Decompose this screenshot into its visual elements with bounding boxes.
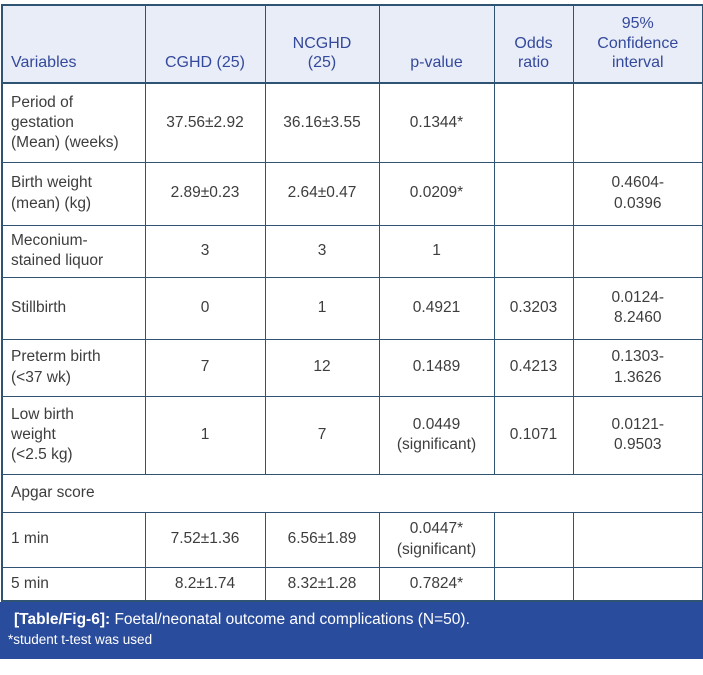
odds-ratio-cell: 0.4213 — [493, 338, 574, 397]
table-row: 1 min 7.52±1.36 6.56±1.89 0.0447* (signi… — [1, 511, 703, 568]
table-caption: [Table/Fig-6]: Foetal/neonatal outcome a… — [0, 610, 693, 629]
pvalue-cell: 0.4921 — [378, 276, 495, 340]
table-row: Meconium- stained liquor 3 3 1 — [1, 224, 703, 278]
confidence-interval-cell — [572, 511, 703, 568]
ncghd-cell: 8.32±1.28 — [264, 566, 380, 602]
table-row: Preterm birth (<37 wk) 7 12 0.1489 0.421… — [1, 338, 703, 397]
cghd-cell: 3 — [144, 224, 266, 278]
variable-cell: 1 min — [1, 511, 146, 568]
table-row: Birth weight (mean) (kg) 2.89±0.23 2.64±… — [1, 161, 703, 226]
pvalue-cell: 0.0209* — [378, 161, 495, 226]
ncghd-cell: 3 — [264, 224, 380, 278]
cghd-cell: 2.89±0.23 — [144, 161, 266, 226]
odds-ratio-cell: 0.1071 — [493, 395, 574, 475]
caption-text: Foetal/neonatal outcome and complication… — [114, 611, 470, 628]
table-row: Low birth weight (<2.5 kg) 1 7 0.0449 (s… — [1, 395, 703, 475]
cghd-cell: 37.56±2.92 — [144, 82, 266, 163]
column-header-cghd: CGHD (25) — [144, 4, 266, 84]
pvalue-cell: 0.1489 — [378, 338, 495, 397]
pvalue-cell: 0.0447* (significant) — [378, 511, 495, 568]
pvalue-cell: 0.1344* — [378, 82, 495, 163]
cghd-cell: 1 — [144, 395, 266, 475]
section-header-apgar-score: Apgar score — [1, 473, 703, 513]
odds-ratio-cell — [493, 161, 574, 226]
column-header-confidence-interval: 95% Confidence interval — [572, 4, 703, 84]
ncghd-cell: 6.56±1.89 — [264, 511, 380, 568]
confidence-interval-cell: 0.0124- 8.2460 — [572, 276, 703, 340]
confidence-interval-cell — [572, 82, 703, 163]
odds-ratio-cell — [493, 511, 574, 568]
cghd-cell: 7 — [144, 338, 266, 397]
table-row: Stillbirth 0 1 0.4921 0.3203 0.0124- 8.2… — [1, 276, 703, 340]
variable-cell: Stillbirth — [1, 276, 146, 340]
cghd-cell: 0 — [144, 276, 266, 340]
table-row: Period of gestation (Mean) (weeks) 37.56… — [1, 82, 703, 163]
table-row: 5 min 8.2±1.74 8.32±1.28 0.7824* — [1, 566, 703, 602]
variable-cell: Birth weight (mean) (kg) — [1, 161, 146, 226]
ncghd-cell: 2.64±0.47 — [264, 161, 380, 226]
confidence-interval-cell — [572, 566, 703, 602]
pvalue-cell: 0.0449 (significant) — [378, 395, 495, 475]
variable-cell: Preterm birth (<37 wk) — [1, 338, 146, 397]
ncghd-cell: 36.16±3.55 — [264, 82, 380, 163]
variable-cell: Meconium- stained liquor — [1, 224, 146, 278]
caption-label: [Table/Fig-6]: — [14, 611, 111, 628]
confidence-interval-cell — [572, 224, 703, 278]
odds-ratio-cell: 0.3203 — [493, 276, 574, 340]
header-row: Variables CGHD (25) NCGHD (25) p-value O… — [1, 4, 703, 84]
column-header-ncghd: NCGHD (25) — [264, 4, 380, 84]
variable-cell: 5 min — [1, 566, 146, 602]
caption-footnote: *student t-test was used — [8, 632, 153, 648]
variable-cell: Low birth weight (<2.5 kg) — [1, 395, 146, 475]
confidence-interval-cell: 0.1303- 1.3626 — [572, 338, 703, 397]
confidence-interval-cell: 0.0121- 0.9503 — [572, 395, 703, 475]
column-header-pvalue: p-value — [378, 4, 495, 84]
odds-ratio-cell — [493, 566, 574, 602]
odds-ratio-cell — [493, 82, 574, 163]
table-caption-band: [Table/Fig-6]: Foetal/neonatal outcome a… — [0, 602, 703, 659]
ncghd-cell: 12 — [264, 338, 380, 397]
outcomes-table: Variables CGHD (25) NCGHD (25) p-value O… — [1, 4, 703, 602]
odds-ratio-cell — [493, 224, 574, 278]
ncghd-cell: 7 — [264, 395, 380, 475]
column-header-variables: Variables — [1, 4, 146, 84]
pvalue-cell: 0.7824* — [378, 566, 495, 602]
cghd-cell: 8.2±1.74 — [144, 566, 266, 602]
pvalue-cell: 1 — [378, 224, 495, 278]
cghd-cell: 7.52±1.36 — [144, 511, 266, 568]
confidence-interval-cell: 0.4604- 0.0396 — [572, 161, 703, 226]
variable-cell: Period of gestation (Mean) (weeks) — [1, 82, 146, 163]
column-header-odds-ratio: Odds ratio — [493, 4, 574, 84]
ncghd-cell: 1 — [264, 276, 380, 340]
table-section-row: Apgar score — [1, 473, 703, 513]
